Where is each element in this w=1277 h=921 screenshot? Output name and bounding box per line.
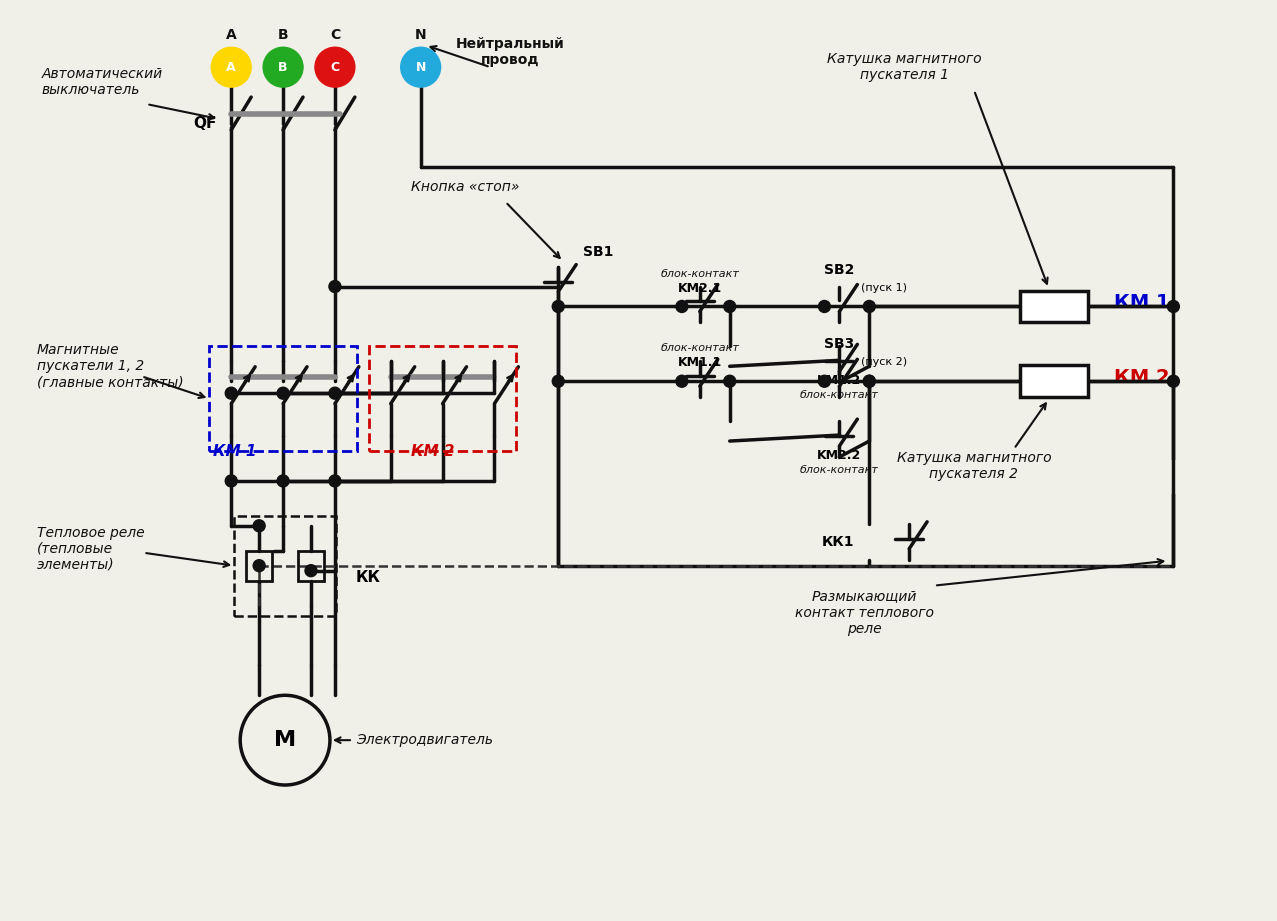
Circle shape (225, 475, 238, 487)
Circle shape (724, 300, 736, 312)
Text: A: A (226, 29, 236, 42)
Text: Кнопка «стоп»: Кнопка «стоп» (411, 180, 520, 193)
Circle shape (819, 375, 830, 387)
Circle shape (263, 47, 303, 87)
Circle shape (401, 47, 441, 87)
Circle shape (819, 300, 830, 312)
Text: N: N (415, 61, 425, 74)
Text: (пуск 1): (пуск 1) (861, 283, 908, 293)
Circle shape (676, 300, 688, 312)
Circle shape (211, 47, 252, 87)
Circle shape (277, 475, 289, 487)
Circle shape (329, 387, 341, 399)
Circle shape (676, 375, 688, 387)
Text: КМ 2: КМ 2 (411, 444, 455, 459)
Text: КМ 1: КМ 1 (213, 444, 257, 459)
Circle shape (1167, 375, 1180, 387)
Text: Катушка магнитного
пускателя 1: Катушка магнитного пускателя 1 (827, 52, 982, 82)
Circle shape (253, 560, 266, 572)
Circle shape (253, 519, 266, 531)
Text: Автоматический
выключатель: Автоматический выключатель (42, 67, 163, 98)
Circle shape (329, 475, 341, 487)
Text: KM2.1: KM2.1 (678, 282, 722, 295)
Circle shape (863, 375, 875, 387)
Text: A: A (226, 61, 236, 74)
Text: B: B (278, 29, 289, 42)
Text: М: М (275, 730, 296, 750)
Text: блок-контакт: блок-контакт (660, 269, 739, 278)
Text: SB2: SB2 (824, 262, 854, 276)
Text: Тепловое реле
(тепловые
элементы): Тепловое реле (тепловые элементы) (37, 526, 144, 572)
Text: (пуск 2): (пуск 2) (861, 357, 908, 367)
Text: Катушка магнитного
пускателя 2: Катушка магнитного пускателя 2 (896, 451, 1051, 481)
Text: Размыкающий
контакт теплового
реле: Размыкающий контакт теплового реле (794, 589, 933, 635)
Circle shape (225, 387, 238, 399)
Text: C: C (331, 61, 340, 74)
Text: КК1: КК1 (822, 535, 854, 549)
Circle shape (1167, 300, 1180, 312)
Text: KM1.2: KM1.2 (817, 374, 862, 387)
Circle shape (277, 387, 289, 399)
Text: B: B (278, 61, 287, 74)
Text: блок-контакт: блок-контакт (799, 391, 879, 401)
Text: Нейтральный
провод: Нейтральный провод (456, 37, 564, 67)
Text: KM2.2: KM2.2 (817, 449, 862, 462)
Text: SB1: SB1 (584, 245, 613, 259)
Bar (298, 551, 324, 580)
Circle shape (329, 281, 341, 293)
Text: КМ 1: КМ 1 (1114, 293, 1170, 312)
Circle shape (552, 300, 564, 312)
Bar (1020, 290, 1088, 322)
Circle shape (305, 565, 317, 577)
Circle shape (552, 375, 564, 387)
Circle shape (863, 300, 875, 312)
Circle shape (724, 375, 736, 387)
Text: Магнитные
пускатели 1, 2
(главные контакты): Магнитные пускатели 1, 2 (главные контак… (37, 344, 184, 390)
Text: C: C (329, 29, 340, 42)
Circle shape (315, 47, 355, 87)
Text: КМ 2: КМ 2 (1114, 367, 1170, 387)
Text: блок-контакт: блок-контакт (799, 465, 879, 475)
Text: QF: QF (193, 115, 216, 131)
Text: N: N (415, 29, 427, 42)
Circle shape (863, 375, 875, 387)
Text: KM1.1: KM1.1 (678, 356, 722, 369)
Text: Электродвигатель: Электродвигатель (356, 733, 493, 747)
Bar (1020, 366, 1088, 397)
Text: SB3: SB3 (824, 337, 854, 351)
Text: КК: КК (356, 570, 381, 585)
Bar (246, 551, 272, 580)
Text: блок-контакт: блок-контакт (660, 344, 739, 354)
